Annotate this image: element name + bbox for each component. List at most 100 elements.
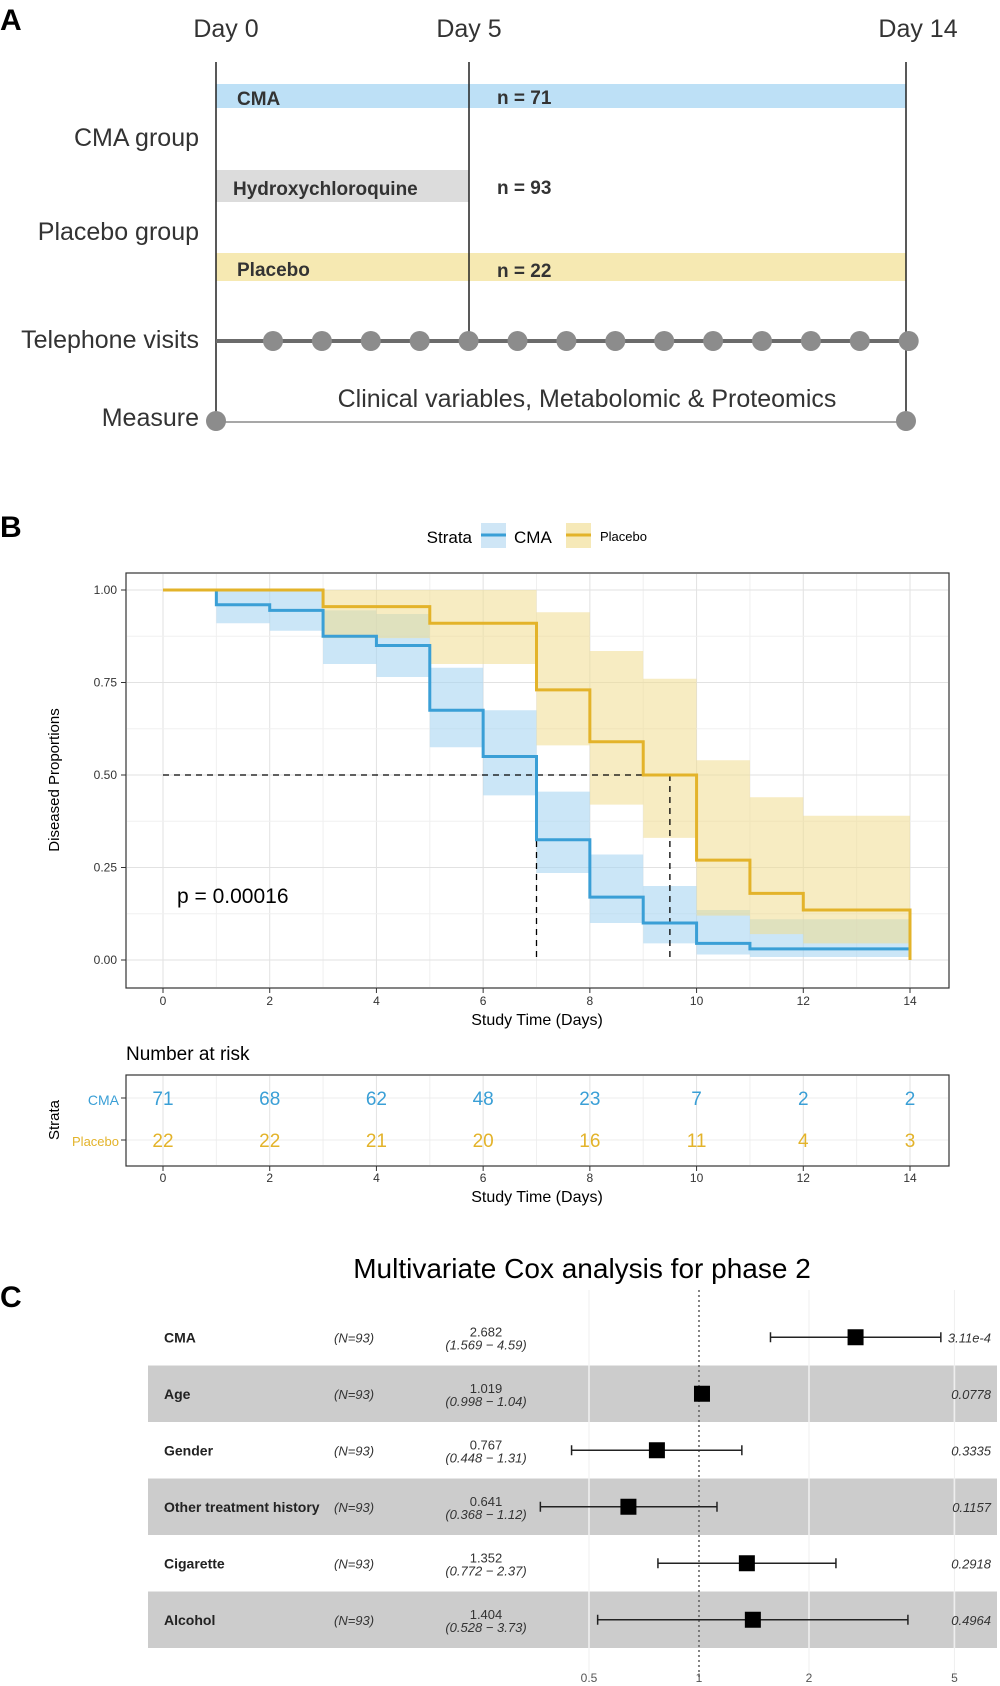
forest-variable-name: Cigarette xyxy=(164,1555,225,1571)
cma-bar-label: CMA xyxy=(237,89,281,110)
risk-value-placebo: 22 xyxy=(152,1131,173,1152)
forest-p-value: 0.1157 xyxy=(952,1500,992,1515)
km-y-tick-label: 0.50 xyxy=(94,768,118,782)
forest-hr: 0.641 xyxy=(470,1494,503,1509)
forest-x-ticks: 0.5 1 2 5 xyxy=(581,1671,958,1685)
risk-value-cma: 2 xyxy=(798,1089,809,1110)
telephone-visit-dot xyxy=(458,331,479,351)
km-median-reference xyxy=(163,774,671,960)
telephone-visit-dot xyxy=(556,331,577,351)
forest-ci: (0.772 − 2.37) xyxy=(445,1563,526,1578)
telephone-visit-dot xyxy=(409,331,430,351)
telephone-visit-dots xyxy=(263,331,919,351)
km-y-axis-label: Diseased Proportions xyxy=(46,708,63,851)
telephone-visit-dot xyxy=(507,331,528,351)
legend-placebo-label: Placebo xyxy=(600,529,647,544)
hydroxychloroquine-label: Hydroxychloroquine xyxy=(233,179,418,200)
telephone-visits-label: Telephone visits xyxy=(21,326,199,354)
measure-text: Clinical variables, Metabolomic & Proteo… xyxy=(338,385,837,413)
km-x-axis-label: Study Time (Days) xyxy=(471,1012,603,1029)
legend-cma-label: CMA xyxy=(514,528,552,547)
forest-x-tick-label: 5 xyxy=(951,1671,958,1685)
measure-label: Measure xyxy=(102,404,199,432)
placebo-bar xyxy=(216,253,906,281)
forest-hr: 2.682 xyxy=(470,1324,503,1339)
forest-hr: 0.767 xyxy=(470,1437,503,1452)
risk-value-cma: 23 xyxy=(579,1089,600,1110)
risk-x-tick-label: 12 xyxy=(797,1171,811,1185)
forest-x-tick-label: 0.5 xyxy=(581,1671,598,1685)
measure-dot-end xyxy=(896,411,916,431)
forest-hr: 1.404 xyxy=(470,1607,503,1622)
panel-c: C Multivariate Cox analysis for phase 2 … xyxy=(0,1253,997,1685)
risk-value-cma: 7 xyxy=(691,1089,702,1110)
telephone-visit-dot xyxy=(752,331,772,351)
forest-n: (N=93) xyxy=(334,1330,374,1345)
telephone-visit-dot xyxy=(654,331,675,351)
risk-value-placebo: 20 xyxy=(473,1131,494,1152)
forest-n: (N=93) xyxy=(334,1443,374,1458)
risk-x-tick-label: 14 xyxy=(903,1171,917,1185)
forest-rows: CMA (N=93) 2.682(1.569 − 4.59) 3.11e-4 Age (N… xyxy=(164,1324,992,1635)
risk-table-area xyxy=(125,1074,950,1167)
forest-variable-name: Other treatment history xyxy=(164,1499,320,1515)
panel-b-letter: B xyxy=(0,511,22,544)
risk-x-tick-label: 10 xyxy=(690,1171,704,1185)
km-y-tick-label: 0.75 xyxy=(94,676,118,690)
forest-p-value: 3.11e-4 xyxy=(948,1330,991,1345)
forest-variable-name: CMA xyxy=(164,1329,196,1345)
km-x-tick-label: 12 xyxy=(797,994,811,1008)
forest-ci: (1.569 − 4.59) xyxy=(445,1337,526,1352)
km-x-tick-label: 2 xyxy=(266,994,273,1008)
day-label-14: Day 14 xyxy=(878,15,957,43)
placebo-bar-label: Placebo xyxy=(237,260,310,281)
risk-values: 71 68 62 48 23 7 2 222 22 21 20 16 11 4 3 xyxy=(152,1089,915,1152)
km-y-tick-label: 0.25 xyxy=(94,861,118,875)
km-x-tick-label: 4 xyxy=(373,994,380,1008)
hydroxychloroquine-bar xyxy=(216,170,469,202)
risk-value-cma: 68 xyxy=(259,1089,280,1110)
risk-value-placebo: 3 xyxy=(905,1131,916,1152)
placebo-n: n = 22 xyxy=(497,261,551,282)
forest-estimate xyxy=(693,1385,710,1402)
risk-value-placebo: 16 xyxy=(579,1131,600,1152)
placebo-group-label: Placebo group xyxy=(38,218,199,246)
km-x-ticks: 0 2 4 6 8 10 12 14 xyxy=(160,988,917,1008)
km-survival-lines xyxy=(163,588,912,960)
risk-value-cma: 71 xyxy=(152,1089,173,1110)
panel-a: A Day 0 Day 5 Day 14 CMA n = 71 Hydroxyc… xyxy=(0,4,958,432)
telephone-visit-dot xyxy=(263,331,283,351)
km-x-tick-label: 14 xyxy=(903,994,917,1008)
forest-n: (N=93) xyxy=(334,1387,374,1402)
risk-x-ticks: 0 2 4 6 8 10 12 14 xyxy=(160,1166,917,1185)
telephone-visit-dot xyxy=(849,331,870,351)
telephone-visit-dot xyxy=(605,331,626,351)
risk-value-placebo: 4 xyxy=(798,1131,809,1152)
risk-x-tick-label: 6 xyxy=(480,1171,487,1185)
risk-y-axis-label: Strata xyxy=(46,1099,63,1140)
forest-hr: 1.352 xyxy=(470,1550,503,1565)
risk-table-title: Number at risk xyxy=(126,1044,250,1065)
risk-value-placebo: 11 xyxy=(687,1131,707,1152)
forest-estimate xyxy=(847,1329,864,1346)
forest-n: (N=93) xyxy=(334,1500,374,1515)
risk-x-tick-label: 4 xyxy=(373,1171,380,1185)
forest-title: Multivariate Cox analysis for phase 2 xyxy=(353,1253,811,1284)
forest-variable-name: Gender xyxy=(164,1442,214,1458)
km-y-ticks: 0.00 0.25 0.50 0.75 1.00 xyxy=(94,583,126,967)
forest-variable-name: Alcohol xyxy=(164,1612,215,1628)
telephone-visit-dot xyxy=(360,331,381,351)
forest-p-value: 0.3335 xyxy=(951,1443,992,1458)
risk-value-cma: 62 xyxy=(366,1089,387,1110)
telephone-visit-dot xyxy=(800,331,821,351)
panel-c-letter: C xyxy=(0,1281,22,1314)
panel-b: B Strata CMA Placebo 0.00 0.25 0.50 0.75 1.0… xyxy=(0,511,950,1206)
forest-ci: (0.998 − 1.04) xyxy=(445,1394,526,1409)
forest-estimate xyxy=(648,1442,665,1459)
risk-x-tick-label: 8 xyxy=(587,1171,594,1185)
risk-row-placebo-label: Placebo xyxy=(72,1134,119,1149)
cma-n: n = 71 xyxy=(497,88,552,109)
day-label-5: Day 5 xyxy=(436,15,501,43)
risk-row-cma-label: CMA xyxy=(88,1092,120,1108)
